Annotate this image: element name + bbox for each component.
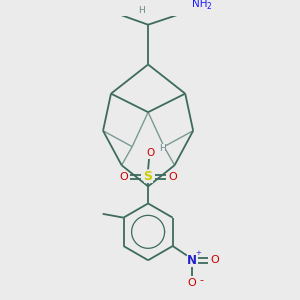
Text: O: O (187, 278, 196, 288)
Text: H: H (139, 6, 145, 15)
Text: +: + (195, 250, 201, 256)
Text: H: H (160, 144, 166, 153)
Text: O: O (210, 255, 219, 265)
Text: -: - (199, 275, 203, 285)
Text: N: N (187, 254, 196, 267)
Text: O: O (168, 172, 177, 182)
Text: O: O (146, 148, 154, 158)
Text: NH: NH (192, 0, 207, 9)
Text: S: S (144, 170, 153, 183)
Text: O: O (119, 172, 128, 182)
Text: 2: 2 (207, 2, 212, 10)
